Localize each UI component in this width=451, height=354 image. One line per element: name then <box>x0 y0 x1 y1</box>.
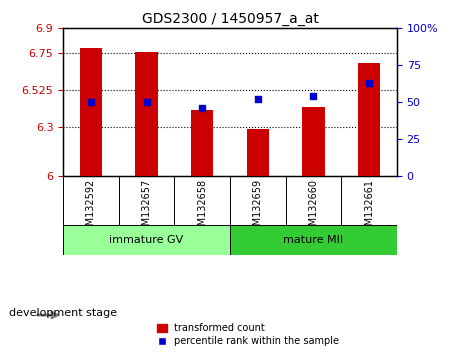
Bar <box>358 63 380 176</box>
Bar <box>302 107 325 176</box>
FancyBboxPatch shape <box>63 225 230 255</box>
Text: GSM132661: GSM132661 <box>364 178 374 238</box>
FancyBboxPatch shape <box>230 225 397 255</box>
Bar <box>135 52 158 176</box>
Text: development stage: development stage <box>9 308 117 318</box>
Text: GSM132660: GSM132660 <box>308 178 318 238</box>
Point <box>87 99 95 105</box>
Point <box>254 96 262 102</box>
Text: immature GV: immature GV <box>110 235 184 245</box>
Text: mature MII: mature MII <box>283 235 344 245</box>
Legend: transformed count, percentile rank within the sample: transformed count, percentile rank withi… <box>154 320 342 349</box>
Point <box>143 99 150 105</box>
Point <box>198 105 206 111</box>
Bar <box>247 129 269 176</box>
Text: GSM132657: GSM132657 <box>142 178 152 238</box>
Title: GDS2300 / 1450957_a_at: GDS2300 / 1450957_a_at <box>142 12 318 26</box>
Point <box>310 93 317 99</box>
Bar <box>191 110 213 176</box>
Point <box>365 80 373 86</box>
Text: GSM132658: GSM132658 <box>197 178 207 238</box>
Text: GSM132592: GSM132592 <box>86 178 96 238</box>
Bar <box>80 48 102 176</box>
Text: GSM132659: GSM132659 <box>253 178 263 238</box>
